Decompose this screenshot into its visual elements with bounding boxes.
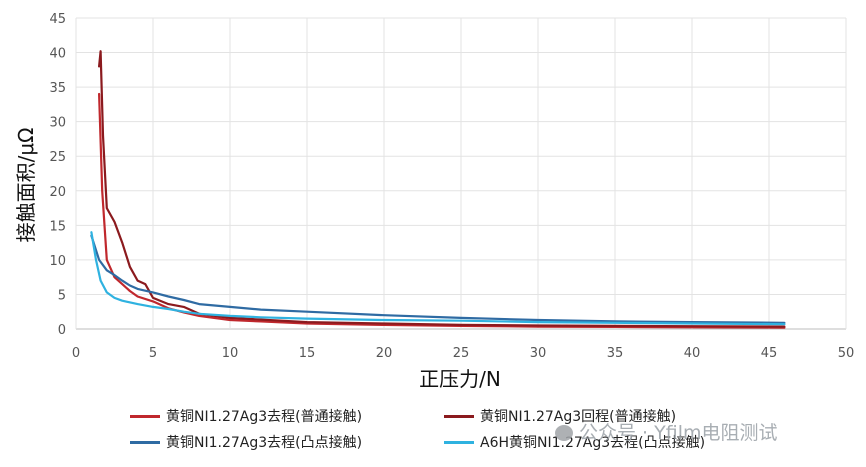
series-lines [90, 50, 786, 329]
y-tick-label: 5 [58, 288, 66, 303]
series-line-1 [97, 92, 786, 329]
y-tick-label: 45 [49, 12, 66, 27]
legend-swatch [444, 414, 474, 418]
x-tick-label: 40 [684, 346, 701, 361]
legend-label: A6H黄铜NI1.27Ag3去程(凸点接触) [480, 435, 706, 451]
x-tick-labels: 0 5 10 15 20 25 30 35 40 45 50 [72, 346, 854, 361]
legend-label: 黄铜NI1.27Ag3回程(普通接触) [480, 409, 677, 425]
x-tick-label: 45 [761, 346, 778, 361]
x-tick-label: 20 [376, 346, 393, 361]
legend-item: A6H黄铜NI1.27Ag3去程(凸点接触) [444, 430, 705, 454]
y-tick-label: 30 [49, 116, 66, 131]
watermark-text: 公众号 · Yfilm电阻测试 [579, 422, 778, 444]
series-line-2 [97, 50, 786, 328]
legend: 黄铜NI1.27Ag3去程(普通接触) 黄铜NI1.27Ag3回程(普通接触) … [130, 402, 730, 458]
wechat-icon [555, 425, 573, 441]
x-tick-label: 15 [299, 346, 316, 361]
series-line-3 [90, 234, 786, 324]
grid [75, 17, 847, 330]
legend-item: 黄铜NI1.27Ag3去程(凸点接触) [130, 430, 362, 454]
y-tick-labels: 0 5 10 15 20 25 30 35 40 45 [49, 12, 66, 338]
y-tick-label: 10 [49, 254, 66, 269]
legend-swatch [130, 440, 160, 444]
y-tick-label: 15 [49, 219, 66, 234]
y-tick-label: 40 [49, 47, 66, 62]
legend-item: 黄铜NI1.27Ag3回程(普通接触) [444, 404, 676, 428]
y-tick-label: 35 [49, 81, 66, 96]
legend-swatch [444, 440, 474, 444]
legend-swatch [130, 414, 160, 418]
x-axis-title: 正压力/N [419, 367, 501, 391]
legend-label: 黄铜NI1.27Ag3去程(凸点接触) [166, 435, 363, 451]
x-tick-label: 35 [607, 346, 624, 361]
legend-item: 黄铜NI1.27Ag3去程(普通接触) [130, 404, 362, 428]
x-tick-label: 25 [453, 346, 470, 361]
x-tick-label: 0 [72, 346, 80, 361]
x-tick-label: 30 [530, 346, 547, 361]
y-tick-label: 20 [49, 185, 66, 200]
y-tick-label: 25 [49, 150, 66, 165]
y-axis-title: 接触面积/μΩ [14, 128, 38, 243]
watermark: 公众号 · Yfilm电阻测试 [555, 418, 777, 445]
x-tick-label: 5 [149, 346, 157, 361]
y-tick-label: 0 [58, 323, 66, 338]
x-tick-label: 50 [838, 346, 855, 361]
x-tick-label: 10 [222, 346, 239, 361]
series-line-4 [90, 231, 786, 326]
legend-label: 黄铜NI1.27Ag3去程(普通接触) [166, 409, 363, 425]
